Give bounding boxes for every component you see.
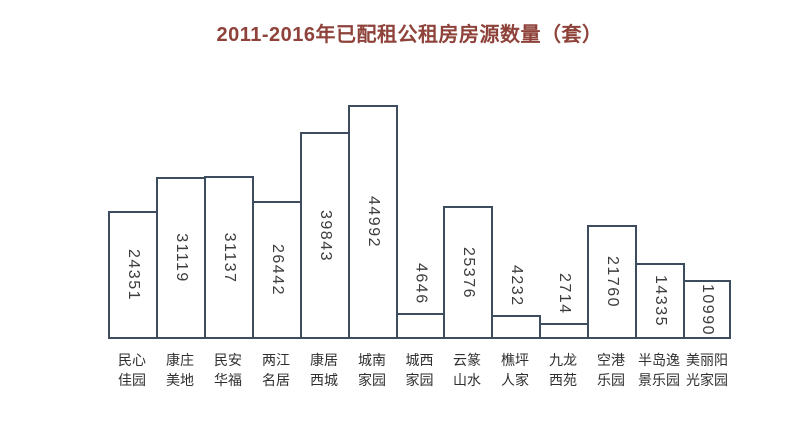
x-axis-label-line: 城南 xyxy=(358,352,386,368)
x-axis-label-line: 景乐园 xyxy=(638,372,680,388)
bar-康居西城: 39843 xyxy=(300,132,350,337)
bar-value-label: 31137 xyxy=(221,232,238,283)
x-axis-label-line: 樵坪 xyxy=(501,352,529,368)
bar-两江名居: 26442 xyxy=(252,201,302,337)
x-axis-label-line: 家园 xyxy=(405,372,434,388)
x-axis-label-line: 美地 xyxy=(166,372,194,388)
x-axis-label: 两江 名居 xyxy=(246,350,306,390)
bar-value-label: 2714 xyxy=(556,273,573,315)
bar-空港乐园: 21760 xyxy=(587,225,637,337)
x-axis-label-line: 佳园 xyxy=(118,372,146,388)
bar-value-label: 24351 xyxy=(125,249,142,301)
bar-民安华福: 31137 xyxy=(204,176,254,337)
x-axis-label-line: 城西 xyxy=(405,352,434,368)
x-axis-label-line: 家园 xyxy=(358,372,386,388)
bar-城西家园: 4646 xyxy=(396,263,445,337)
x-axis-label-line: 康居 xyxy=(310,352,338,368)
x-axis-label: 城南 家园 xyxy=(342,350,402,390)
bar-樵坪人家: 4232 xyxy=(491,265,541,337)
bar-value-label: 26442 xyxy=(269,244,286,296)
bar-城南家园: 44992 xyxy=(348,105,398,337)
x-axis-label-line: 空港 xyxy=(597,352,625,368)
x-axis-label: 空港 乐园 xyxy=(581,350,641,390)
x-axis-label-line: 美丽阳 xyxy=(686,352,728,368)
bar-九龙西苑: 2714 xyxy=(539,273,589,337)
x-axis-label-line: 山水 xyxy=(453,372,481,388)
bar-云篆山水: 25376 xyxy=(443,206,493,337)
bar-value-label: 4232 xyxy=(508,265,525,307)
bar-value-label: 14335 xyxy=(652,275,669,327)
bar-康庄美地: 31119 xyxy=(156,177,206,337)
bar-value-label: 44992 xyxy=(365,196,382,248)
x-axis-label-line: 九龙 xyxy=(549,352,577,368)
bar-value-label: 25376 xyxy=(460,246,477,299)
x-axis-label-line: 人家 xyxy=(501,372,529,388)
x-axis-label-line: 两江 xyxy=(262,352,290,368)
bar-美丽阳光家园: 10990 xyxy=(683,280,731,337)
x-axis-label-line: 乐园 xyxy=(597,372,625,388)
bar-value-label: 31119 xyxy=(173,233,190,283)
x-axis-label-line: 华福 xyxy=(214,372,242,388)
x-axis-label: 民心 佳园 xyxy=(102,350,162,390)
bar-value-label: 39843 xyxy=(317,209,334,262)
x-axis-label: 康居 西城 xyxy=(294,350,354,390)
x-axis-label: 民安 华福 xyxy=(198,350,258,390)
bar-民心佳园: 24351 xyxy=(108,211,158,337)
x-axis-label: 美丽阳 光家园 xyxy=(677,350,737,390)
x-axis-label: 城西 家园 xyxy=(390,350,449,390)
plot-area: 24351 31119 31137 26442 39843 44992 4646 25376 4… xyxy=(108,104,731,339)
x-axis-line xyxy=(108,337,731,339)
chart-title: 2011-2016年已配租公租房房源数量（套） xyxy=(216,24,603,46)
x-axis-label-line: 民安 xyxy=(214,352,242,368)
x-axis-label: 樵坪 人家 xyxy=(485,350,545,390)
x-axis-label: 云篆 山水 xyxy=(437,350,497,390)
x-axis-label: 九龙 西苑 xyxy=(533,350,593,390)
x-axis-label-line: 民心 xyxy=(118,352,146,368)
bar-value-label: 21760 xyxy=(604,256,621,308)
bar-半岛逸景乐园: 14335 xyxy=(635,263,685,337)
x-axis-label-line: 半岛逸 xyxy=(638,352,680,368)
x-axis-label-line: 光家园 xyxy=(686,372,728,388)
x-axis-label-line: 名居 xyxy=(262,372,290,388)
x-axis-label-line: 西苑 xyxy=(549,372,577,388)
x-axis-label: 康庄 美地 xyxy=(150,350,210,390)
x-axis-labels: 民心 佳园 康庄 美地 民安 华福 两江 名居 康居 西城 城南 家园 城西 家园 云篆 山水 樵坪 人家 九龙 西苑… xyxy=(108,350,731,394)
bar-value-label: 4646 xyxy=(412,263,430,305)
bar-value-label: 10990 xyxy=(699,283,716,336)
x-axis-label-line: 康庄 xyxy=(166,352,194,368)
x-axis-label-line: 云篆 xyxy=(453,352,481,368)
x-axis-label-line: 西城 xyxy=(310,372,338,388)
x-axis-label: 半岛逸 景乐园 xyxy=(629,350,689,390)
